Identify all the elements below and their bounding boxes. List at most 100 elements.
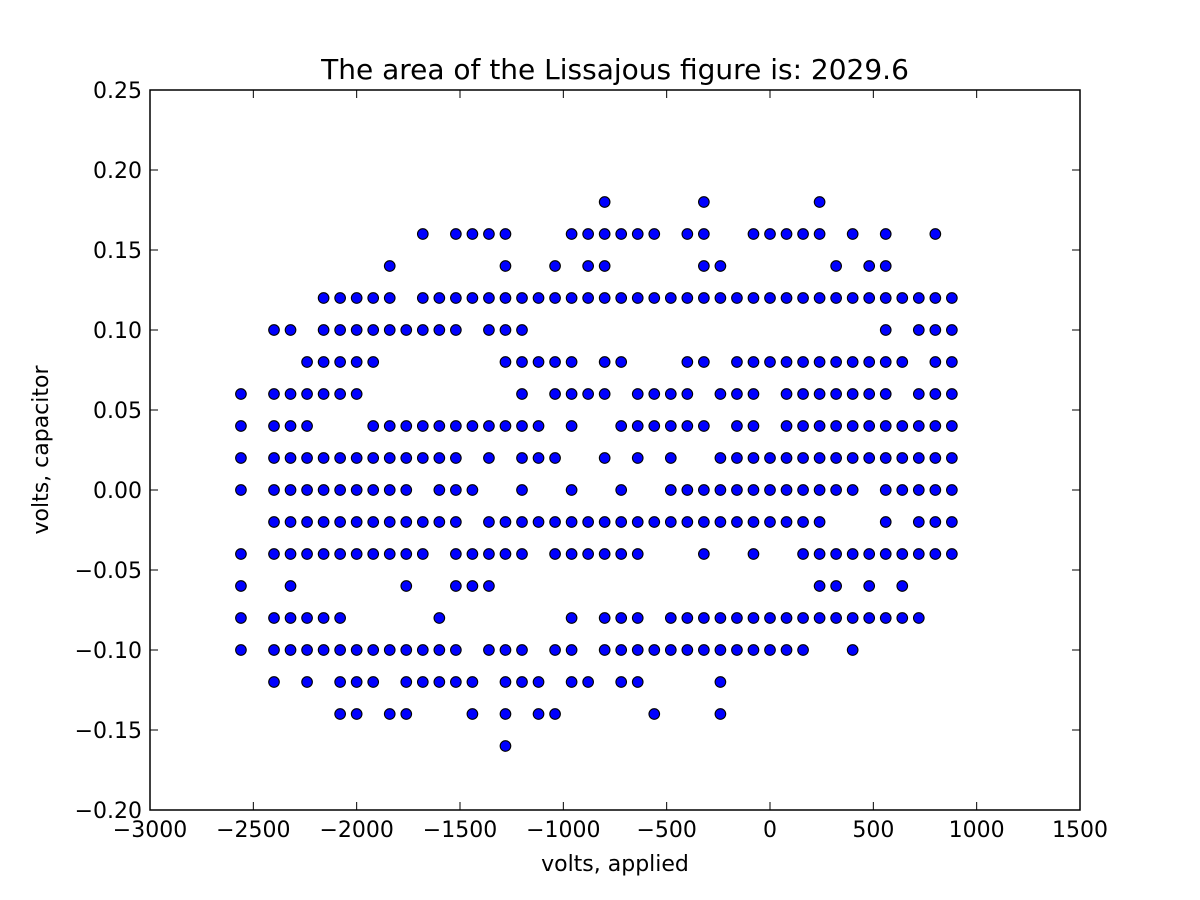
data-point: [598, 516, 611, 528]
data-point: [416, 452, 429, 464]
data-point: [433, 516, 446, 528]
data-point: [648, 420, 661, 432]
data-point: [879, 228, 892, 240]
y-axis-label: volts, capacitor: [29, 365, 54, 535]
data-point: [301, 356, 313, 368]
data-point: [731, 452, 743, 464]
data-point: [780, 452, 793, 464]
data-point: [780, 644, 793, 656]
data-point: [383, 324, 396, 336]
data-point: [780, 612, 793, 624]
data-point: [863, 580, 876, 592]
data-point: [912, 420, 925, 432]
x-tick-label: −2500: [216, 818, 290, 843]
data-point: [698, 420, 710, 432]
data-point: [235, 484, 247, 496]
data-point: [863, 612, 876, 624]
data-point: [681, 420, 694, 432]
data-point: [284, 548, 297, 560]
data-point: [830, 260, 842, 272]
data-point: [565, 484, 578, 496]
data-point: [268, 324, 280, 336]
data-point: [516, 356, 528, 368]
plot-area: [149, 89, 1081, 811]
data-point: [565, 388, 578, 400]
data-point: [483, 548, 495, 560]
data-point: [565, 516, 578, 528]
data-point: [797, 292, 809, 304]
y-tick-label: 0.20: [93, 159, 142, 184]
data-point: [268, 452, 280, 464]
data-point: [350, 292, 363, 304]
data-point: [681, 516, 694, 528]
data-point: [450, 324, 462, 336]
data-point: [582, 260, 594, 272]
data-point: [846, 644, 859, 656]
data-point: [698, 228, 710, 240]
data-point: [549, 644, 561, 656]
data-point: [698, 612, 710, 624]
data-point: [929, 324, 942, 336]
data-point: [797, 452, 809, 464]
data-point: [714, 452, 727, 464]
data-point: [284, 484, 297, 496]
data-point: [516, 644, 528, 656]
data-point: [813, 548, 826, 560]
data-point: [946, 324, 958, 336]
data-point: [350, 388, 363, 400]
data-point: [879, 324, 892, 336]
data-point: [929, 484, 942, 496]
data-point: [648, 516, 661, 528]
data-point: [681, 356, 694, 368]
data-point: [532, 292, 545, 304]
data-point: [284, 644, 297, 656]
data-point: [664, 644, 677, 656]
data-point: [664, 452, 677, 464]
data-point: [615, 292, 628, 304]
data-point: [846, 228, 859, 240]
data-point: [284, 420, 297, 432]
data-point: [483, 324, 495, 336]
data-point: [946, 356, 958, 368]
y-tick-label: 0.25: [93, 79, 142, 104]
data-point: [598, 548, 611, 560]
data-point: [532, 420, 545, 432]
data-point: [946, 452, 958, 464]
data-point: [764, 612, 776, 624]
data-point: [450, 484, 462, 496]
data-point: [813, 388, 826, 400]
data-point: [268, 676, 280, 688]
data-point: [830, 356, 842, 368]
data-point: [598, 356, 611, 368]
data-point: [350, 708, 363, 720]
data-point: [416, 324, 429, 336]
data-point: [367, 356, 380, 368]
data-point: [433, 644, 446, 656]
data-point: [383, 516, 396, 528]
data-point: [698, 292, 710, 304]
data-point: [664, 292, 677, 304]
data-point: [780, 484, 793, 496]
data-point: [235, 420, 247, 432]
data-point: [929, 356, 942, 368]
data-point: [367, 292, 380, 304]
data-point: [648, 644, 661, 656]
data-point: [797, 228, 809, 240]
x-tick-label: −1500: [423, 818, 497, 843]
data-point: [582, 548, 594, 560]
data-point: [416, 516, 429, 528]
y-tick-label: −0.20: [75, 799, 142, 824]
data-point: [317, 548, 330, 560]
y-axis: −0.20 −0.15 −0.10 −0.05 0.00 0.05 0.10 0.15 0.20…: [75, 79, 1080, 824]
data-point: [780, 356, 793, 368]
data-point: [301, 516, 313, 528]
data-point: [797, 516, 809, 528]
data-point: [879, 260, 892, 272]
data-point: [615, 228, 628, 240]
data-point: [615, 612, 628, 624]
data-point: [747, 356, 760, 368]
data-point: [400, 548, 413, 560]
data-point: [830, 420, 842, 432]
data-point: [317, 356, 330, 368]
y-tick-label: 0.10: [93, 319, 142, 344]
